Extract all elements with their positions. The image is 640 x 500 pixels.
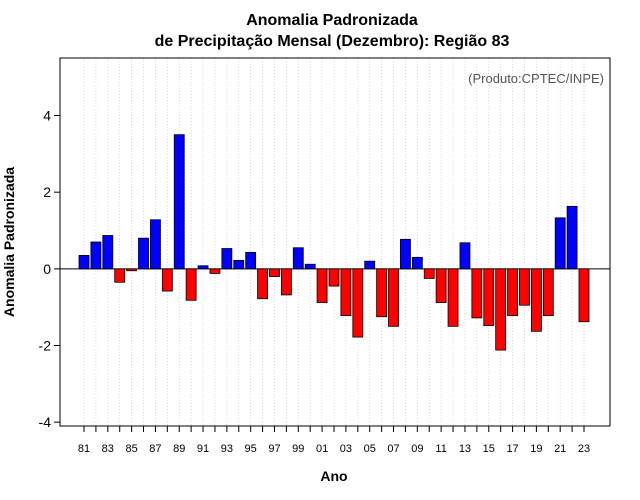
chart-title-line1: Anomalia Padronizada: [246, 12, 418, 29]
bar-88: [161, 268, 173, 292]
bar-95: [245, 251, 257, 270]
x-tick-label: 17: [506, 443, 518, 455]
bar-92: [209, 268, 221, 274]
credit-label: (Produto:CPTEC/INPE): [468, 71, 604, 86]
x-tick-label: 97: [268, 443, 280, 455]
vertical-gridlines: [83, 58, 585, 426]
x-tick-label: 13: [459, 443, 471, 455]
x-tick-label: 11: [435, 443, 446, 455]
x-tick-label: 19: [530, 443, 542, 455]
bar-83: [102, 235, 114, 270]
x-tick-label: 21: [554, 443, 566, 455]
bar-21: [554, 217, 566, 270]
x-axis: 81 83 85 87 89 91 93 95 97 99 01 03 05 07 09 11 13 15 17 19…: [78, 426, 590, 455]
bar-90: [185, 268, 197, 301]
plot-frame: [59, 57, 611, 427]
bar-17: [507, 268, 518, 317]
bar-19: [530, 268, 542, 332]
bar-07: [388, 268, 399, 327]
x-tick-label: 95: [245, 443, 257, 455]
bar-02: [328, 268, 340, 287]
x-tick-label: 03: [340, 443, 352, 455]
x-tick-label: 15: [483, 443, 495, 455]
bar-84: [114, 268, 126, 283]
bar-03: [340, 268, 352, 317]
x-tick-label: 91: [197, 443, 209, 455]
bar-91: [197, 265, 209, 270]
bar-81: [78, 255, 90, 270]
bar-06: [376, 268, 388, 318]
y-tick-label: 0: [43, 261, 51, 277]
x-tick-label: 85: [125, 443, 137, 455]
bar-18: [519, 268, 530, 306]
x-tick-label: 05: [364, 443, 376, 455]
bar-09: [411, 256, 423, 270]
bar-15: [483, 268, 495, 326]
bar-23: [578, 268, 590, 323]
bar-14: [471, 268, 483, 319]
bar-22: [566, 205, 578, 270]
bar-08: [400, 238, 411, 270]
bars: [78, 134, 590, 351]
x-tick-label: 23: [578, 443, 590, 455]
bar-99: [292, 247, 304, 270]
x-tick-label: 89: [173, 443, 185, 455]
bar-13: [459, 242, 471, 270]
bar-98: [280, 268, 292, 296]
chart-title-line2: de Precipitação Mensal (Dezembro): Regiã…: [155, 33, 510, 50]
y-tick-label: -2: [39, 338, 52, 354]
bar-82: [90, 241, 102, 270]
y-axis-title: Anomalia Padronizada: [1, 167, 17, 317]
bar-11: [435, 268, 447, 303]
bar-97: [269, 268, 280, 277]
bar-93: [221, 248, 233, 270]
bar-94: [233, 259, 245, 270]
bar-20: [542, 268, 554, 317]
x-tick-label: 07: [387, 443, 399, 455]
x-tick-label: 81: [78, 443, 90, 455]
bar-10: [423, 268, 435, 279]
x-axis-title: Ano: [320, 468, 347, 484]
bar-89: [173, 134, 185, 270]
bar-05: [364, 260, 376, 270]
bar-01: [316, 268, 328, 303]
y-axis: -4 -2 0 2 4: [39, 108, 60, 430]
x-tick-label: 09: [411, 443, 423, 455]
y-tick-label: 2: [43, 184, 51, 200]
x-tick-label: 83: [102, 443, 114, 455]
x-tick-label: 87: [149, 443, 161, 455]
bar-87: [150, 219, 161, 270]
x-tick-label: 93: [221, 443, 233, 455]
y-tick-label: -4: [39, 414, 52, 430]
bar-85: [126, 268, 138, 272]
bar-96: [257, 268, 268, 300]
bar-16: [495, 268, 507, 351]
bar-04: [352, 268, 364, 338]
bar-86: [138, 237, 149, 270]
x-tick-label: 01: [316, 443, 328, 455]
x-tick-label: 99: [292, 443, 304, 455]
bar-00: [304, 263, 316, 270]
y-tick-label: 4: [43, 108, 51, 124]
bar-12: [447, 268, 459, 327]
